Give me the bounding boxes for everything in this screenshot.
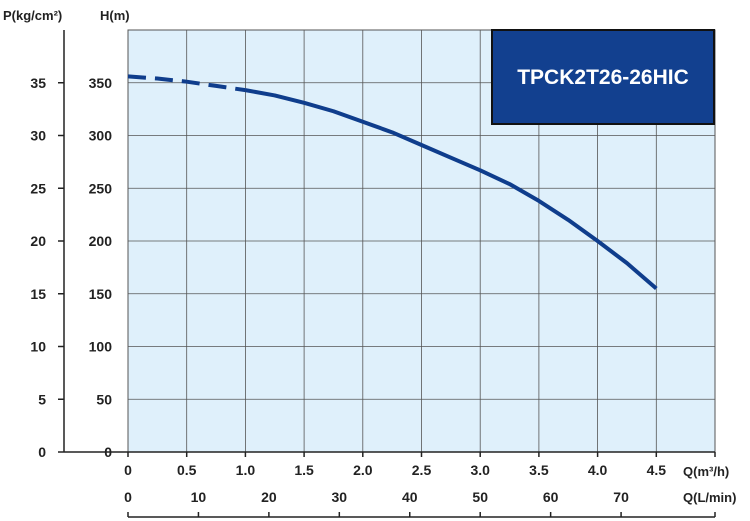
x2-axis-title: Q(L/min) xyxy=(683,490,736,505)
y2-tick-label: 15 xyxy=(30,286,46,302)
y-axis-title: H(m) xyxy=(100,8,130,23)
x2-tick-label: 60 xyxy=(543,489,559,505)
x-axis-title: Q(m³/h) xyxy=(683,464,729,479)
model-badge xyxy=(491,29,715,125)
x-axis-ticks: 0 0.5 1.0 1.5 2.0 2.5 3.0 3.5 4.0 4.5 xyxy=(124,452,716,478)
y2-tick-label: 30 xyxy=(30,128,46,144)
x-tick-label: 1.0 xyxy=(236,462,256,478)
x2-tick-label: 20 xyxy=(261,489,277,505)
x-tick-label: 1.5 xyxy=(294,462,314,478)
y-tick-label: 150 xyxy=(89,286,113,302)
curve-solid-segment xyxy=(245,88,658,290)
y2-tick-label: 10 xyxy=(30,339,46,355)
x-tick-label: 2.5 xyxy=(412,462,432,478)
x-tick-label: 2.0 xyxy=(353,462,373,478)
y2-tick-label: 25 xyxy=(30,180,46,196)
y-tick-label: 300 xyxy=(89,128,113,144)
x2-tick-label: 0 xyxy=(124,489,132,505)
x2-tick-label: 70 xyxy=(613,489,629,505)
y2-tick-label: 0 xyxy=(38,444,46,460)
x2-tick-label: 10 xyxy=(191,489,207,505)
y-tick-label: 50 xyxy=(96,391,112,407)
x2-tick-label: 30 xyxy=(332,489,348,505)
x-tick-label: 3.5 xyxy=(529,462,549,478)
y2-axis-title: P(kg/cm²) xyxy=(3,8,62,23)
y-tick-label: 100 xyxy=(89,339,113,355)
model-badge-text: TPCK2T26-26HIC xyxy=(517,66,689,89)
x-tick-label: 4.5 xyxy=(647,462,667,478)
curve-dashed-segment xyxy=(127,74,246,93)
x-tick-label: 3.0 xyxy=(470,462,490,478)
y2-tick-label: 35 xyxy=(30,75,46,91)
x-tick-label: 0.5 xyxy=(177,462,197,478)
x-tick-label: 4.0 xyxy=(588,462,608,478)
x2-tick-label: 50 xyxy=(472,489,488,505)
y-tick-label: 350 xyxy=(89,75,113,91)
y-tick-label: 250 xyxy=(89,180,113,196)
y-tick-label: 200 xyxy=(89,233,113,249)
y2-tick-label: 20 xyxy=(30,233,46,249)
x2-axis-ticks: 0 10 20 30 40 50 60 70 xyxy=(124,489,716,517)
x2-tick-label: 40 xyxy=(402,489,418,505)
x-tick-label: 0 xyxy=(124,462,132,478)
y2-tick-label: 5 xyxy=(38,391,46,407)
